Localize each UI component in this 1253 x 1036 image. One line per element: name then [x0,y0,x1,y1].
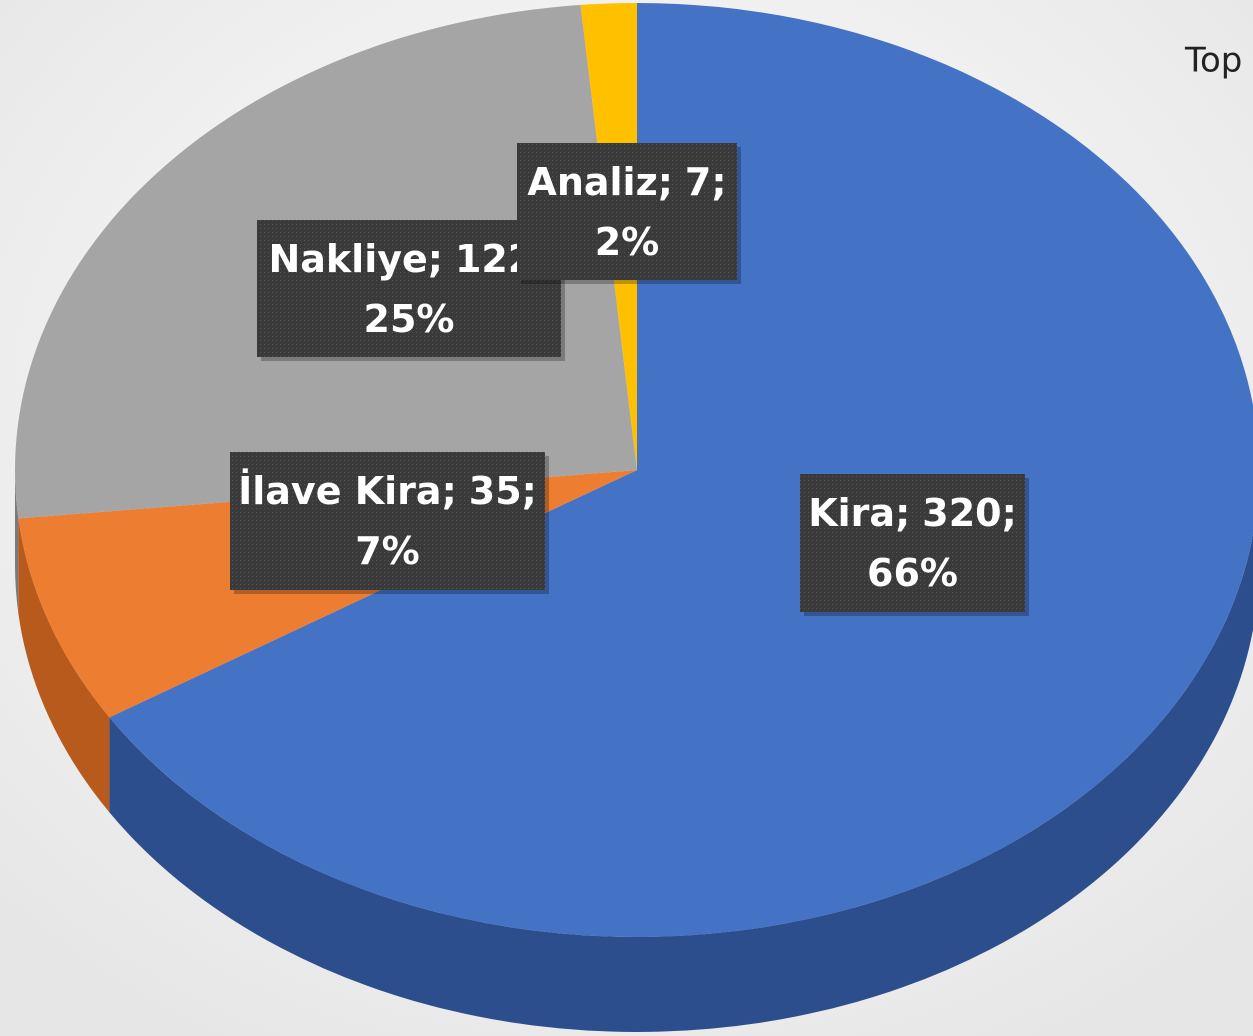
data-label: İlave Kira; 35;7% [230,452,549,594]
label-name: İlave Kira [238,469,441,513]
label-line: Kira; 320; [808,491,1017,535]
label-line: Analiz; 7; [527,160,726,204]
pie-sides [15,470,1253,1032]
label-percent: 7% [355,529,420,573]
label-value: 320 [922,491,1001,535]
pie-slice [109,3,1253,937]
separator: ; [658,160,673,204]
separator: ; [428,237,443,281]
label-name: Nakliye [268,237,427,281]
separator: ; [1002,491,1017,535]
label-box [800,474,1025,612]
label-box [257,220,561,357]
separator: ; [895,491,910,535]
label-percent: 66% [867,551,958,595]
data-label: Analiz; 7;2% [517,143,741,284]
label-line: Nakliye;122; [268,237,549,281]
pie-side [18,518,110,813]
label-value: 35 [469,469,522,513]
label-value: 7 [685,160,711,204]
label-percent: 2% [595,220,660,264]
data-labels: Kira;320;66%İlave Kira;35;7%Nakliye;122;… [230,143,1029,616]
label-box [517,143,737,280]
label-line: İlave Kira; 35; [238,469,537,513]
chart-title: Top [1184,41,1242,81]
separator: ; [442,469,457,513]
separator: ; [522,469,537,513]
separator: ; [711,160,726,204]
label-box [230,452,545,590]
data-label: Kira; 320;66% [800,474,1029,616]
pie-side [15,470,19,614]
label-percent: 25% [364,297,455,341]
data-label: Nakliye;122; 25% [257,220,565,361]
label-name: Kira [808,491,895,535]
pie-side [109,534,1253,1032]
label-name: Analiz [527,160,657,204]
